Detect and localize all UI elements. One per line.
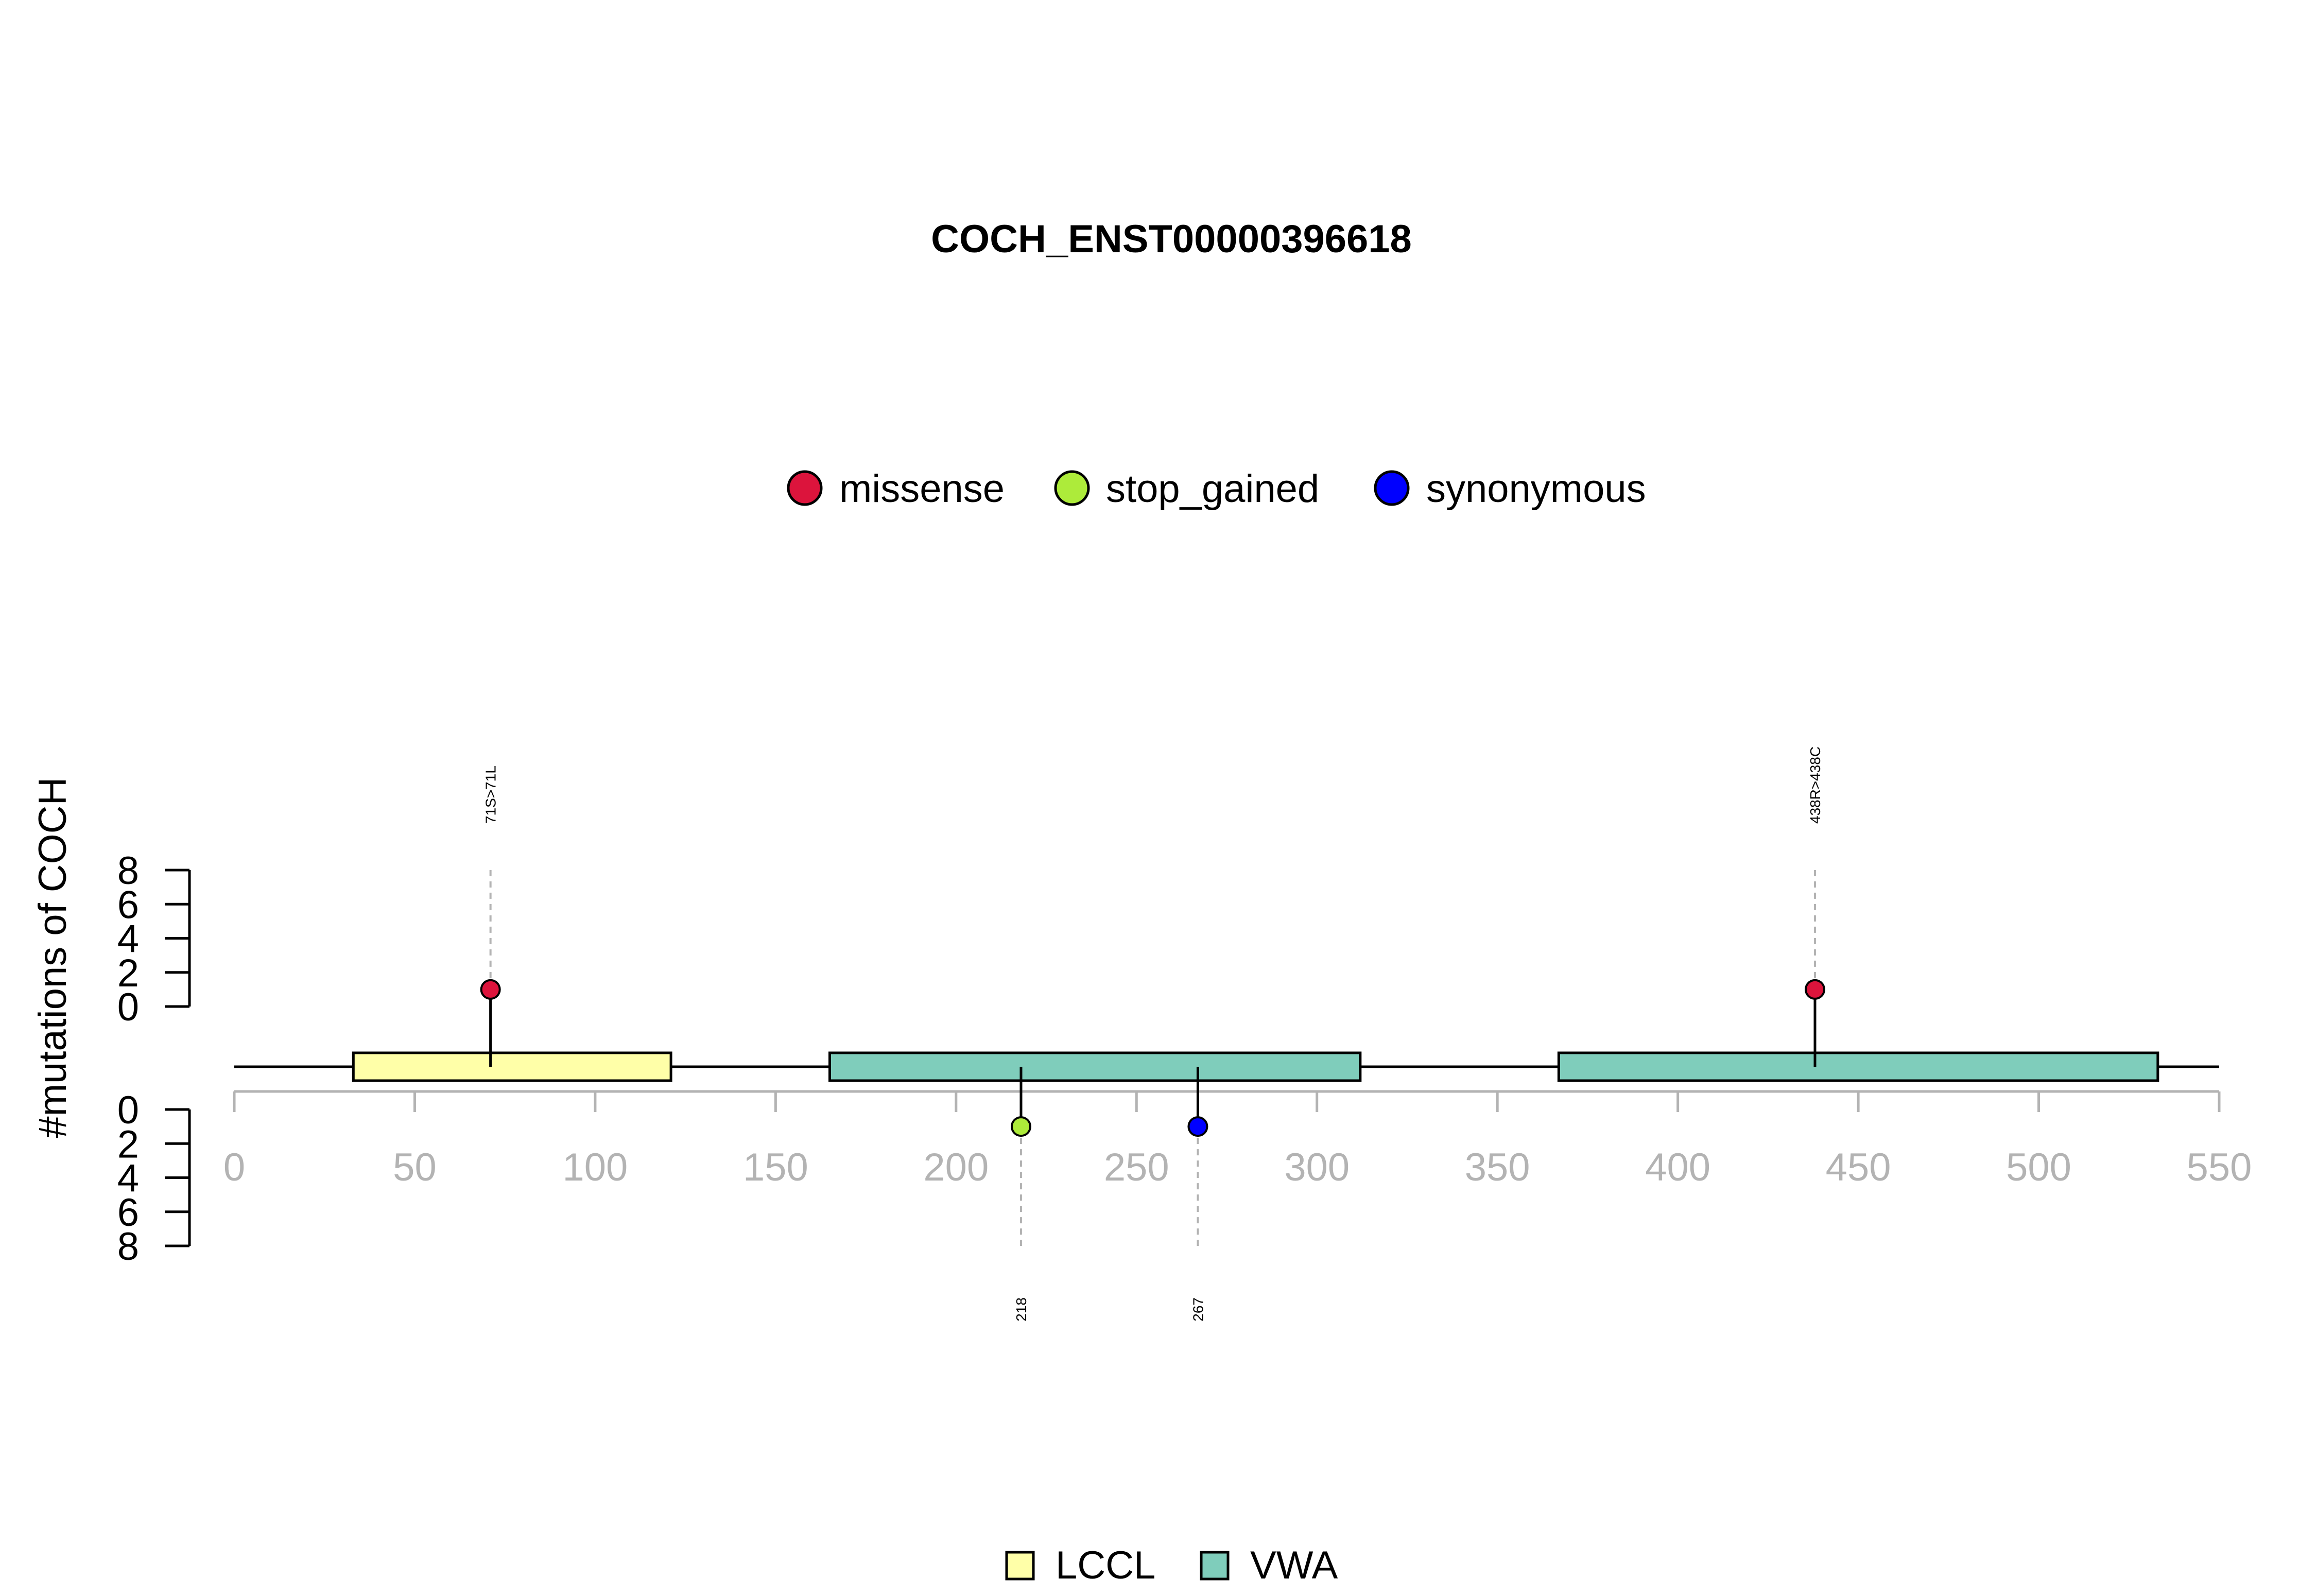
x-tick-label: 500: [2006, 1146, 2071, 1189]
legend-marker-missense: [787, 470, 823, 506]
legend-box-VWA: [1200, 1551, 1230, 1581]
y-top-tick-label: 0: [117, 985, 139, 1029]
mutation-head-missense: [480, 979, 501, 1000]
x-tick-label: 250: [1104, 1146, 1169, 1189]
y-bottom-tick-label: 4: [117, 1157, 139, 1201]
x-tick-label: 0: [223, 1146, 245, 1189]
y-bottom-tick-label: 8: [117, 1225, 139, 1269]
mutation-head-synonymous: [1187, 1116, 1208, 1137]
mutation-layer: 71S>71L 438R>438C 218 267: [480, 747, 1825, 1322]
x-tick-label: 450: [1826, 1146, 1891, 1189]
legend-label-LCCL: LCCL: [1056, 1543, 1155, 1587]
y-bottom-tick-label: 0: [117, 1088, 139, 1132]
mutation-label: 267: [1190, 1297, 1206, 1322]
legend-marker-stop_gained: [1054, 470, 1090, 506]
y-axis-label: #mutations of COCH: [31, 777, 75, 1138]
x-tick-label: 150: [743, 1146, 808, 1189]
domain-legend: LCCL VWA: [1005, 1543, 1338, 1587]
legend-box-LCCL: [1005, 1551, 1035, 1581]
y-top-tick-label: 4: [117, 917, 139, 961]
y-top-tick-label: 8: [117, 849, 139, 893]
domain-VWA: [1557, 1051, 2159, 1082]
mutation-label: 71S>71L: [483, 766, 499, 824]
x-tick-label: 100: [563, 1146, 628, 1189]
legend-marker-synonymous: [1374, 470, 1410, 506]
legend-label-synonymous: synonymous: [1426, 467, 1646, 511]
y-top-tick-label: 2: [117, 951, 139, 995]
x-axis: 0 50 100 150 200 250 300 350 400 450 500 550: [223, 1090, 2252, 1189]
y-bottom-tick-label: 6: [117, 1191, 139, 1235]
mutation-head-stop_gained: [1010, 1116, 1031, 1137]
mutation-label: 218: [1013, 1297, 1029, 1322]
x-tick-label: 300: [1284, 1146, 1350, 1189]
x-tick-label: 400: [1645, 1146, 1710, 1189]
mutation-label: 438R>438C: [1807, 747, 1823, 824]
domain-VWA: [828, 1051, 1362, 1082]
domain-layer: [352, 1051, 2159, 1082]
legend-label-missense: missense: [839, 467, 1005, 511]
x-tick-label: 350: [1465, 1146, 1530, 1189]
chart-title: COCH_ENST00000396618: [931, 217, 1412, 261]
legend-label-VWA: VWA: [1250, 1543, 1338, 1587]
x-tick-label: 50: [393, 1146, 437, 1189]
y-top-tick-label: 6: [117, 883, 139, 927]
x-tick-label: 550: [2187, 1146, 2252, 1189]
mutation-head-missense: [1804, 979, 1825, 1000]
legend-label-stop_gained: stop_gained: [1106, 467, 1319, 511]
domain-LCCL: [352, 1051, 672, 1082]
x-tick-label: 200: [923, 1146, 989, 1189]
y-bottom-tick-label: 2: [117, 1122, 139, 1166]
mutation-legend: missense stop_gained synonymous: [787, 467, 1646, 511]
